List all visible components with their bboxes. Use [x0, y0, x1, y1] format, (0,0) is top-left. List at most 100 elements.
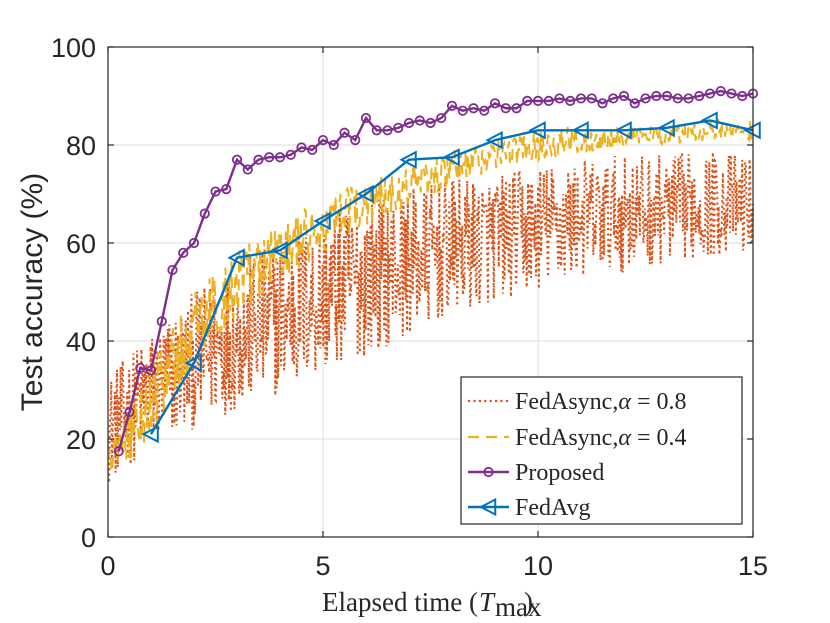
y-tick-label: 20 [66, 425, 96, 455]
data-point [141, 424, 159, 444]
data-point [382, 125, 393, 136]
data-point [270, 241, 288, 260]
series-line [117, 89, 754, 452]
data-point [446, 100, 458, 111]
data-point [489, 98, 501, 109]
data-point [737, 90, 748, 102]
legend-marker [483, 466, 494, 478]
data-point [614, 121, 632, 140]
data-point [350, 135, 361, 146]
svg-text:max: max [495, 592, 542, 622]
data-point [184, 353, 202, 373]
x-tick-label: 5 [315, 551, 330, 581]
data-point [457, 105, 468, 116]
data-point [700, 111, 718, 130]
data-point [313, 211, 331, 231]
y-tick-label: 100 [51, 33, 96, 63]
data-point [661, 90, 673, 102]
data-point [221, 184, 232, 195]
data-point [285, 149, 296, 160]
data-point [274, 152, 286, 163]
data-point [485, 130, 503, 150]
legend-item: FedAsync,α = 0.8 [468, 389, 686, 415]
svg-text:T: T [479, 587, 496, 617]
series-fedasync-0-8 [108, 152, 754, 482]
y-tick-label: 80 [66, 131, 96, 161]
x-axis-label: Elapsed time ( T max ) [322, 587, 542, 622]
data-point [694, 90, 705, 102]
data-point [328, 139, 339, 151]
data-point [199, 208, 210, 219]
legend: FedAsync,α = 0.8 FedAsync,α = 0.4 Proposed… [460, 376, 743, 525]
data-point [532, 95, 544, 107]
data-point [317, 135, 329, 146]
legend-item: FedAvg [468, 495, 591, 521]
data-point [618, 90, 630, 102]
axis-ticks: 0 5 10 15 0 20 40 60 80 100 [51, 33, 768, 581]
data-point [242, 164, 253, 175]
data-point [726, 88, 737, 99]
data-point [715, 86, 726, 97]
data-point [403, 117, 415, 129]
legend-item: FedAsync,α = 0.4 [468, 425, 686, 451]
data-point [608, 93, 619, 104]
data-point [683, 93, 694, 104]
data-point [264, 152, 275, 163]
data-point [543, 95, 554, 107]
series-proposed [113, 86, 759, 457]
data-point [468, 103, 479, 114]
series-layer [107, 86, 761, 482]
data-point [704, 88, 716, 99]
data-point [124, 406, 135, 418]
y-tick-label: 0 [81, 523, 96, 553]
data-point [657, 118, 675, 138]
data-point [528, 121, 546, 140]
legend-label: Proposed [515, 460, 604, 486]
legend-label: FedAsync,α = 0.4 [515, 425, 686, 451]
x-tick-label: 15 [738, 551, 768, 581]
data-point [554, 93, 565, 104]
data-point [575, 93, 587, 104]
data-point [360, 112, 372, 124]
data-point [113, 446, 124, 457]
legend-marker [478, 497, 497, 517]
data-point [188, 237, 200, 249]
series-line [149, 119, 754, 435]
data-point [586, 93, 597, 104]
legend-item: Proposed [468, 460, 604, 486]
data-point [231, 154, 243, 165]
x-tick-label: 10 [523, 551, 553, 581]
data-point [629, 98, 640, 109]
data-point [339, 127, 350, 138]
data-point [442, 148, 460, 167]
data-point [640, 93, 651, 104]
data-point [571, 121, 589, 140]
y-tick-label: 60 [66, 229, 96, 259]
data-point [371, 125, 382, 136]
data-point [393, 122, 404, 133]
data-point [522, 95, 533, 107]
data-point [178, 247, 189, 258]
legend-label: FedAvg [515, 495, 591, 521]
data-point [356, 184, 374, 204]
data-point [511, 103, 522, 114]
data-point [227, 248, 245, 267]
y-tick-label: 40 [66, 327, 96, 357]
data-point [425, 117, 436, 129]
data-point [597, 98, 608, 109]
data-point [210, 186, 221, 197]
data-point [436, 112, 447, 124]
y-axis-label: Test accuracy (%) [16, 173, 49, 411]
data-point [414, 115, 425, 126]
data-point [253, 154, 264, 165]
series-line [108, 152, 754, 482]
data-point [307, 144, 318, 155]
svg-text:): ) [524, 587, 533, 617]
data-point [145, 365, 157, 376]
data-point [565, 95, 576, 107]
data-point [296, 142, 307, 153]
data-point [672, 93, 683, 104]
series-fedavg [141, 111, 761, 444]
axes-frame [107, 46, 754, 538]
